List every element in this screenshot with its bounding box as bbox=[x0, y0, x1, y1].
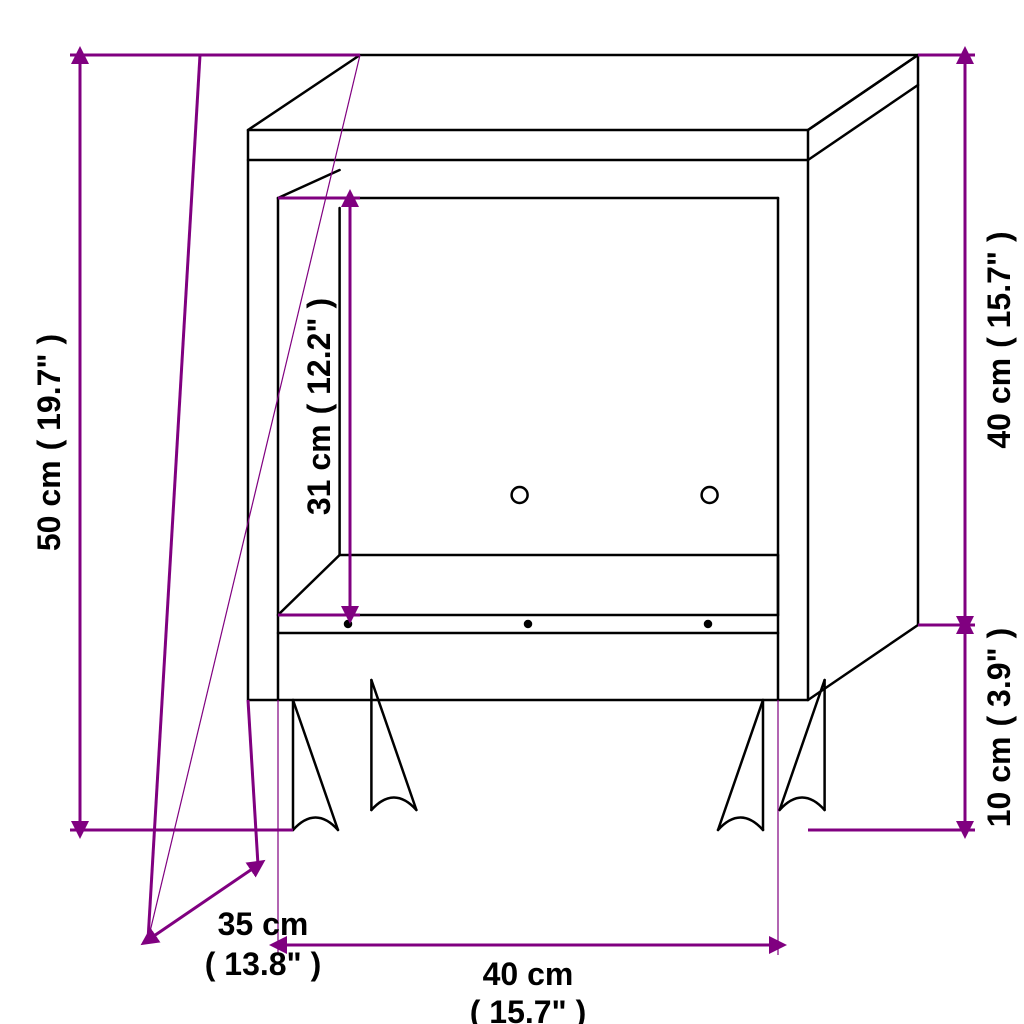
dim-total-height: 50 cm( 19.7" ) bbox=[31, 334, 67, 551]
dim-leg-height: 10 cm( 3.9" ) bbox=[981, 628, 1017, 827]
dim-width: 40 cm( 15.7" ) bbox=[470, 956, 587, 1024]
dim-body-height: 40 cm( 15.7" ) bbox=[981, 231, 1017, 448]
dim-inner-height: 31 cm( 12.2" ) bbox=[301, 298, 337, 515]
